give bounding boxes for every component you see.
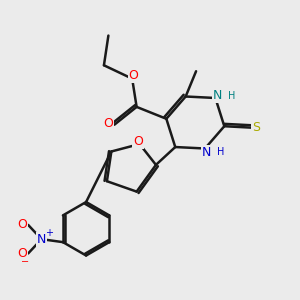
Text: S: S	[252, 121, 260, 134]
Text: −: −	[21, 257, 29, 267]
Text: O: O	[17, 218, 27, 231]
Text: O: O	[17, 247, 27, 260]
Text: H: H	[217, 147, 224, 157]
Text: +: +	[45, 228, 53, 238]
Text: N: N	[37, 233, 46, 246]
Text: O: O	[129, 69, 139, 82]
Text: N: N	[213, 89, 223, 102]
Text: O: O	[103, 117, 113, 130]
Text: N: N	[202, 146, 211, 159]
Text: H: H	[228, 91, 235, 100]
Text: O: O	[133, 135, 143, 148]
